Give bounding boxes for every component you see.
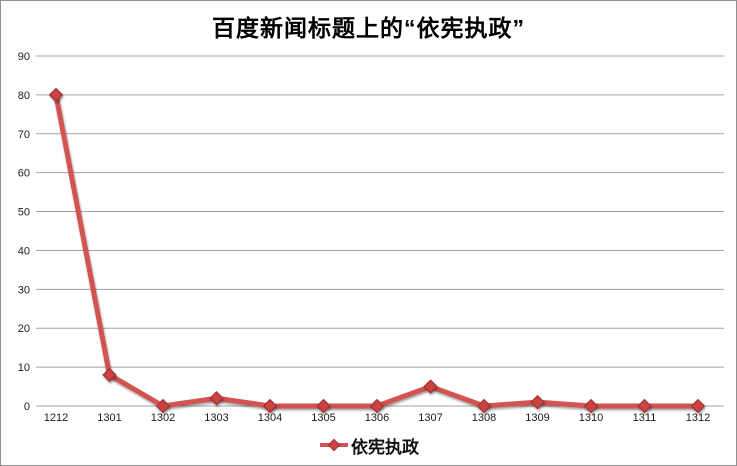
x-tick-label: 1304 xyxy=(258,412,282,424)
data-point-marker xyxy=(423,379,438,394)
data-point-marker xyxy=(262,398,278,414)
data-point-marker xyxy=(155,398,171,414)
legend: 依宪执政 xyxy=(1,431,736,459)
x-tick-label: 1305 xyxy=(311,412,335,424)
data-point-marker xyxy=(690,398,706,414)
legend-label: 依宪执政 xyxy=(351,437,419,457)
x-tick-label: 1303 xyxy=(204,412,228,424)
x-tick-label: 1308 xyxy=(472,412,496,424)
data-point-marker xyxy=(316,398,331,414)
x-tick-label: 1306 xyxy=(365,412,389,424)
data-point-marker xyxy=(369,398,385,414)
y-tick-label: 70 xyxy=(18,129,30,141)
data-point-marker xyxy=(48,87,64,103)
data-point-marker xyxy=(530,394,545,410)
y-tick-label: 60 xyxy=(18,168,30,180)
y-tick-label: 40 xyxy=(18,245,30,257)
y-tick-label: 0 xyxy=(24,401,30,413)
data-point-marker xyxy=(637,398,652,414)
x-tick-label: 1311 xyxy=(633,412,657,424)
y-tick-label: 30 xyxy=(18,284,30,296)
data-point-marker xyxy=(583,398,599,414)
y-tick-label: 20 xyxy=(18,323,30,335)
legend-line-marker-icon xyxy=(320,438,348,452)
data-point-marker xyxy=(102,367,117,383)
x-tick-label: 1302 xyxy=(151,412,175,424)
data-point-marker xyxy=(209,391,224,406)
y-tick-label: 10 xyxy=(18,362,30,374)
data-point-marker xyxy=(476,398,492,414)
x-tick-label: 1309 xyxy=(525,412,549,424)
x-tick-label: 1312 xyxy=(686,412,710,424)
x-tick-label: 1310 xyxy=(579,412,603,424)
chart-title: 百度新闻标题上的“依宪执政” xyxy=(212,15,525,41)
x-tick-label: 1307 xyxy=(418,412,442,424)
y-tick-label: 90 xyxy=(18,51,30,63)
x-tick-label: 1212 xyxy=(44,412,68,424)
y-tick-label: 80 xyxy=(18,90,30,102)
y-tick-label: 50 xyxy=(18,207,30,219)
x-tick-label: 1301 xyxy=(97,412,121,424)
